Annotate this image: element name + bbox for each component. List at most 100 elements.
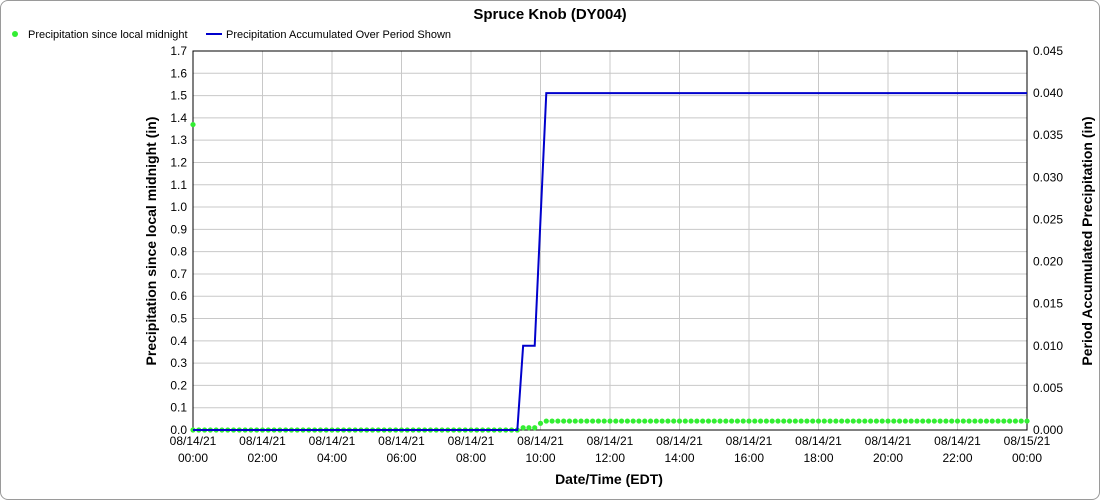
data-point	[966, 418, 972, 424]
data-point	[694, 418, 700, 424]
data-point	[705, 418, 712, 424]
left-tick-label: 0.4	[170, 334, 187, 348]
data-point	[850, 418, 856, 424]
left-tick-label: 1.6	[170, 66, 187, 80]
left-axis-ticks: 0.0 0.1 0.2 0.3 0.4 0.5 0.6 0.7 0.8 0.9 1.0 1.1 1.2 1…	[170, 44, 187, 437]
data-point	[914, 418, 920, 424]
left-tick-label: 1.1	[170, 178, 187, 192]
x-axis-label: Date/Time (EDT)	[555, 471, 663, 487]
data-point	[786, 418, 793, 424]
right-tick-label: 0.005	[1033, 381, 1063, 395]
data-point	[630, 418, 636, 424]
x-tick-label-time: 10:00	[525, 451, 555, 465]
data-point	[810, 418, 816, 424]
data-point	[624, 418, 630, 424]
data-point	[734, 418, 741, 424]
left-tick-label: 0.1	[170, 401, 187, 415]
data-point	[607, 418, 613, 424]
data-point	[775, 418, 781, 424]
data-point	[537, 420, 544, 426]
grid	[192, 50, 1028, 431]
data-point	[746, 418, 752, 424]
data-point	[653, 418, 659, 424]
data-point	[665, 418, 671, 424]
data-point	[671, 418, 677, 424]
data-point	[983, 418, 990, 424]
data-point	[960, 418, 966, 424]
data-point	[925, 418, 932, 424]
x-axis-ticks: 08/14/21 00:00 08/14/21 02:00 08/14/21 04:00 0…	[170, 434, 1051, 465]
right-tick-label: 0.040	[1033, 86, 1063, 100]
left-tick-label: 0.3	[170, 356, 187, 370]
data-point	[943, 418, 949, 424]
data-point	[595, 418, 602, 424]
x-tick-label-date: 08/14/21	[309, 434, 356, 448]
data-point	[676, 418, 683, 424]
x-tick-label-date: 08/14/21	[795, 434, 842, 448]
left-tick-label: 1.3	[170, 133, 187, 147]
data-point	[613, 418, 619, 424]
data-point	[740, 418, 746, 424]
data-point	[555, 418, 561, 424]
data-point	[549, 418, 555, 424]
data-point	[781, 418, 787, 424]
x-tick-label-time: 16:00	[734, 451, 764, 465]
right-tick-label: 0.010	[1033, 339, 1063, 353]
data-point	[1018, 418, 1024, 424]
right-axis-label: Period Accumulated Precipitation (in)	[1079, 116, 1095, 365]
left-tick-label: 0.0	[170, 423, 187, 437]
data-point	[954, 418, 961, 424]
right-tick-label: 0.025	[1033, 212, 1063, 226]
series-line-path	[193, 92, 1027, 431]
data-point	[844, 418, 851, 424]
left-tick-label: 0.8	[170, 245, 187, 259]
data-point	[532, 425, 538, 431]
left-tick-label: 0.6	[170, 289, 187, 303]
left-tick-label: 1.4	[170, 111, 187, 125]
right-tick-label: 0.035	[1033, 128, 1063, 142]
data-point	[757, 418, 764, 424]
x-tick-label-date: 08/14/21	[239, 434, 286, 448]
data-point	[937, 418, 943, 424]
left-tick-label: 0.9	[170, 222, 187, 236]
data-point	[931, 418, 937, 424]
x-tick-label-date: 08/14/21	[517, 434, 564, 448]
data-point	[896, 418, 903, 424]
x-tick-label-time: 12:00	[595, 451, 625, 465]
x-tick-label-date: 08/14/21	[726, 434, 773, 448]
data-point	[902, 418, 908, 424]
x-tick-label-time: 14:00	[664, 451, 694, 465]
plot-border	[192, 50, 1028, 431]
data-point	[601, 418, 607, 424]
x-tick-label-time: 02:00	[247, 451, 277, 465]
right-tick-label: 0.045	[1033, 44, 1063, 58]
x-tick-label-date: 08/14/21	[656, 434, 703, 448]
data-point	[978, 418, 984, 424]
series-midnight-precip	[190, 121, 1030, 433]
plot-area	[192, 50, 1028, 431]
x-tick-label-time: 18:00	[803, 451, 833, 465]
data-point	[572, 418, 578, 424]
x-tick-label-date: 08/14/21	[934, 434, 981, 448]
x-tick-label-time: 04:00	[317, 451, 347, 465]
x-tick-label-time: 00:00	[178, 451, 208, 465]
data-point	[659, 418, 665, 424]
left-tick-label: 0.7	[170, 267, 187, 281]
left-axis-label: Precipitation since local midnight (in)	[143, 117, 159, 366]
x-tick-label-date: 08/14/21	[587, 434, 634, 448]
data-point	[763, 418, 769, 424]
x-tick-label-date: 08/14/21	[378, 434, 425, 448]
legend-label-midnight: Precipitation since local midnight	[28, 29, 188, 41]
left-tick-label: 1.0	[170, 200, 187, 214]
chart-title: Spruce Knob (DY004)	[473, 6, 626, 23]
data-point	[700, 418, 706, 424]
x-tick-label-date: 08/14/21	[170, 434, 217, 448]
data-point	[798, 418, 804, 424]
right-axis-ticks: 0.000 0.005 0.010 0.015 0.020 0.025 0.030 0.035…	[1033, 44, 1063, 437]
left-tick-label: 1.7	[170, 44, 187, 58]
data-point	[891, 418, 897, 424]
data-point	[688, 418, 694, 424]
data-point	[584, 418, 590, 424]
right-tick-label: 0.000	[1033, 423, 1063, 437]
